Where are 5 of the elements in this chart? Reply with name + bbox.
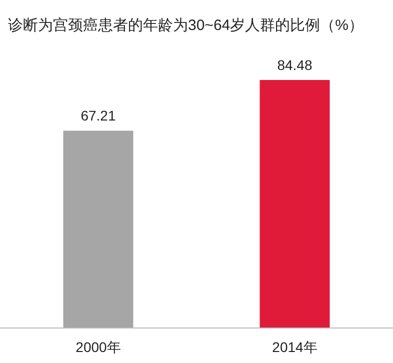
chart-title: 诊断为宫颈癌患者的年龄为30~64岁人群的比例（%） (8, 17, 364, 34)
data-label: 67.21 (80, 108, 116, 124)
data-label: 84.48 (277, 57, 312, 73)
x-tick-label: 2000年 (76, 339, 121, 355)
x-tick-label: 2014年 (272, 339, 318, 355)
